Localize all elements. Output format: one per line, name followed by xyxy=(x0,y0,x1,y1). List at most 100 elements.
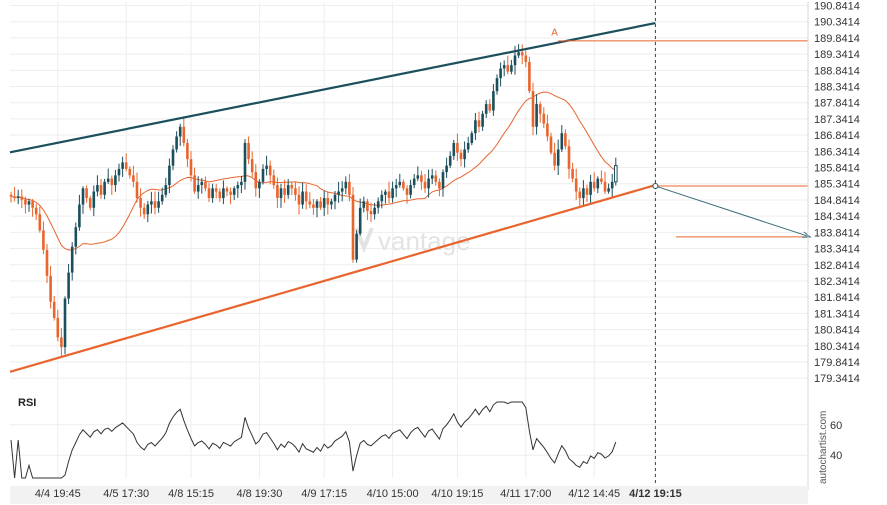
candle-body xyxy=(600,178,603,182)
candle xyxy=(344,176,348,195)
candle-body xyxy=(70,246,74,273)
candle xyxy=(186,138,189,168)
candle xyxy=(502,60,506,77)
pattern-marker-label: A xyxy=(551,28,558,39)
price-tick-label: 187.8414 xyxy=(814,98,860,110)
candle xyxy=(78,194,81,231)
pattern-lines: A xyxy=(9,0,812,486)
candle-body xyxy=(596,178,600,189)
price-tick-label: 188.3414 xyxy=(814,82,860,94)
candle-body xyxy=(560,133,564,150)
candle-body xyxy=(297,194,301,205)
candle-body xyxy=(510,65,513,72)
candle-body xyxy=(488,104,492,111)
candle-body xyxy=(225,188,229,192)
candle-body xyxy=(153,201,157,208)
candle xyxy=(474,112,477,141)
candle xyxy=(225,186,229,197)
candle xyxy=(20,189,24,209)
time-tick-label: 4/10 15:00 xyxy=(367,488,419,500)
candle-body xyxy=(175,136,178,150)
candle xyxy=(441,169,445,197)
candle-body xyxy=(434,175,438,182)
candle xyxy=(405,185,409,204)
candle-body xyxy=(585,188,589,195)
candle xyxy=(214,183,218,199)
candle-body xyxy=(254,172,258,189)
candle-body xyxy=(128,168,132,176)
candle xyxy=(85,185,88,203)
price-tick-label: 182.3414 xyxy=(814,276,860,288)
candle-body xyxy=(157,201,160,208)
candle-body xyxy=(614,165,618,183)
candle xyxy=(459,149,463,167)
candle xyxy=(261,164,265,185)
grid xyxy=(10,2,808,478)
candle xyxy=(319,196,322,211)
candle-body xyxy=(88,198,92,208)
time-tick-label: 4/11 17:00 xyxy=(500,488,551,500)
candle xyxy=(506,55,510,75)
candle xyxy=(492,84,495,116)
candle-body xyxy=(459,152,463,160)
time-tick-label: 4/8 15:15 xyxy=(168,488,214,500)
price-tick-label: 187.3414 xyxy=(814,114,860,126)
candle xyxy=(391,181,394,203)
candle-body xyxy=(502,65,506,69)
candle-body xyxy=(607,188,610,192)
candle-body xyxy=(85,188,88,199)
candle-body xyxy=(355,233,358,260)
candle xyxy=(524,50,528,68)
candle-body xyxy=(524,55,528,62)
candle xyxy=(394,178,398,198)
candle-body xyxy=(463,149,466,160)
candle xyxy=(178,123,182,146)
candle-body xyxy=(492,91,495,111)
candle-body xyxy=(546,123,549,137)
candle-body xyxy=(448,155,452,166)
candle xyxy=(247,136,250,165)
breakout-point xyxy=(652,183,659,190)
candle-body xyxy=(412,178,416,186)
candle-body xyxy=(477,120,481,127)
candle-body xyxy=(279,188,283,199)
price-tick-label: 190.8414 xyxy=(814,1,860,13)
candle xyxy=(171,145,175,171)
candle-body xyxy=(110,178,114,186)
candle xyxy=(16,189,20,205)
time-axis: 4/4 19:45 4/5 17:30 4/8 15:15 4/8 19:30 4/9 … xyxy=(10,486,808,504)
candle-body xyxy=(268,165,272,176)
candle xyxy=(452,139,456,160)
candle xyxy=(470,130,474,146)
candle xyxy=(34,203,38,221)
candle xyxy=(571,162,574,183)
candle-body xyxy=(416,175,420,179)
candle-body xyxy=(578,191,582,199)
candle xyxy=(52,295,56,321)
price-tick-label: 186.3414 xyxy=(814,146,860,158)
candle-body xyxy=(315,201,319,208)
rsi-panel: RSI 60 40 xyxy=(10,397,842,479)
candle xyxy=(160,187,164,205)
candle xyxy=(542,107,546,129)
candle-body xyxy=(146,204,150,215)
candle-body xyxy=(567,146,571,169)
price-tick-label: 183.3414 xyxy=(814,244,860,256)
candle xyxy=(222,180,225,205)
candle-body xyxy=(308,201,312,205)
candle xyxy=(286,179,290,199)
candle-body xyxy=(603,181,607,192)
candle xyxy=(175,131,178,153)
candle-body xyxy=(358,207,362,234)
projection-arrow xyxy=(655,185,811,238)
candle xyxy=(564,129,567,150)
candle-body xyxy=(78,204,81,228)
candle xyxy=(49,265,52,309)
candle-body xyxy=(398,181,402,186)
price-tick-label: 185.3414 xyxy=(814,179,860,191)
candle xyxy=(96,175,99,197)
candle-body xyxy=(470,133,474,143)
candle-body xyxy=(49,275,52,302)
candle-body xyxy=(193,175,196,192)
candle xyxy=(445,157,448,178)
